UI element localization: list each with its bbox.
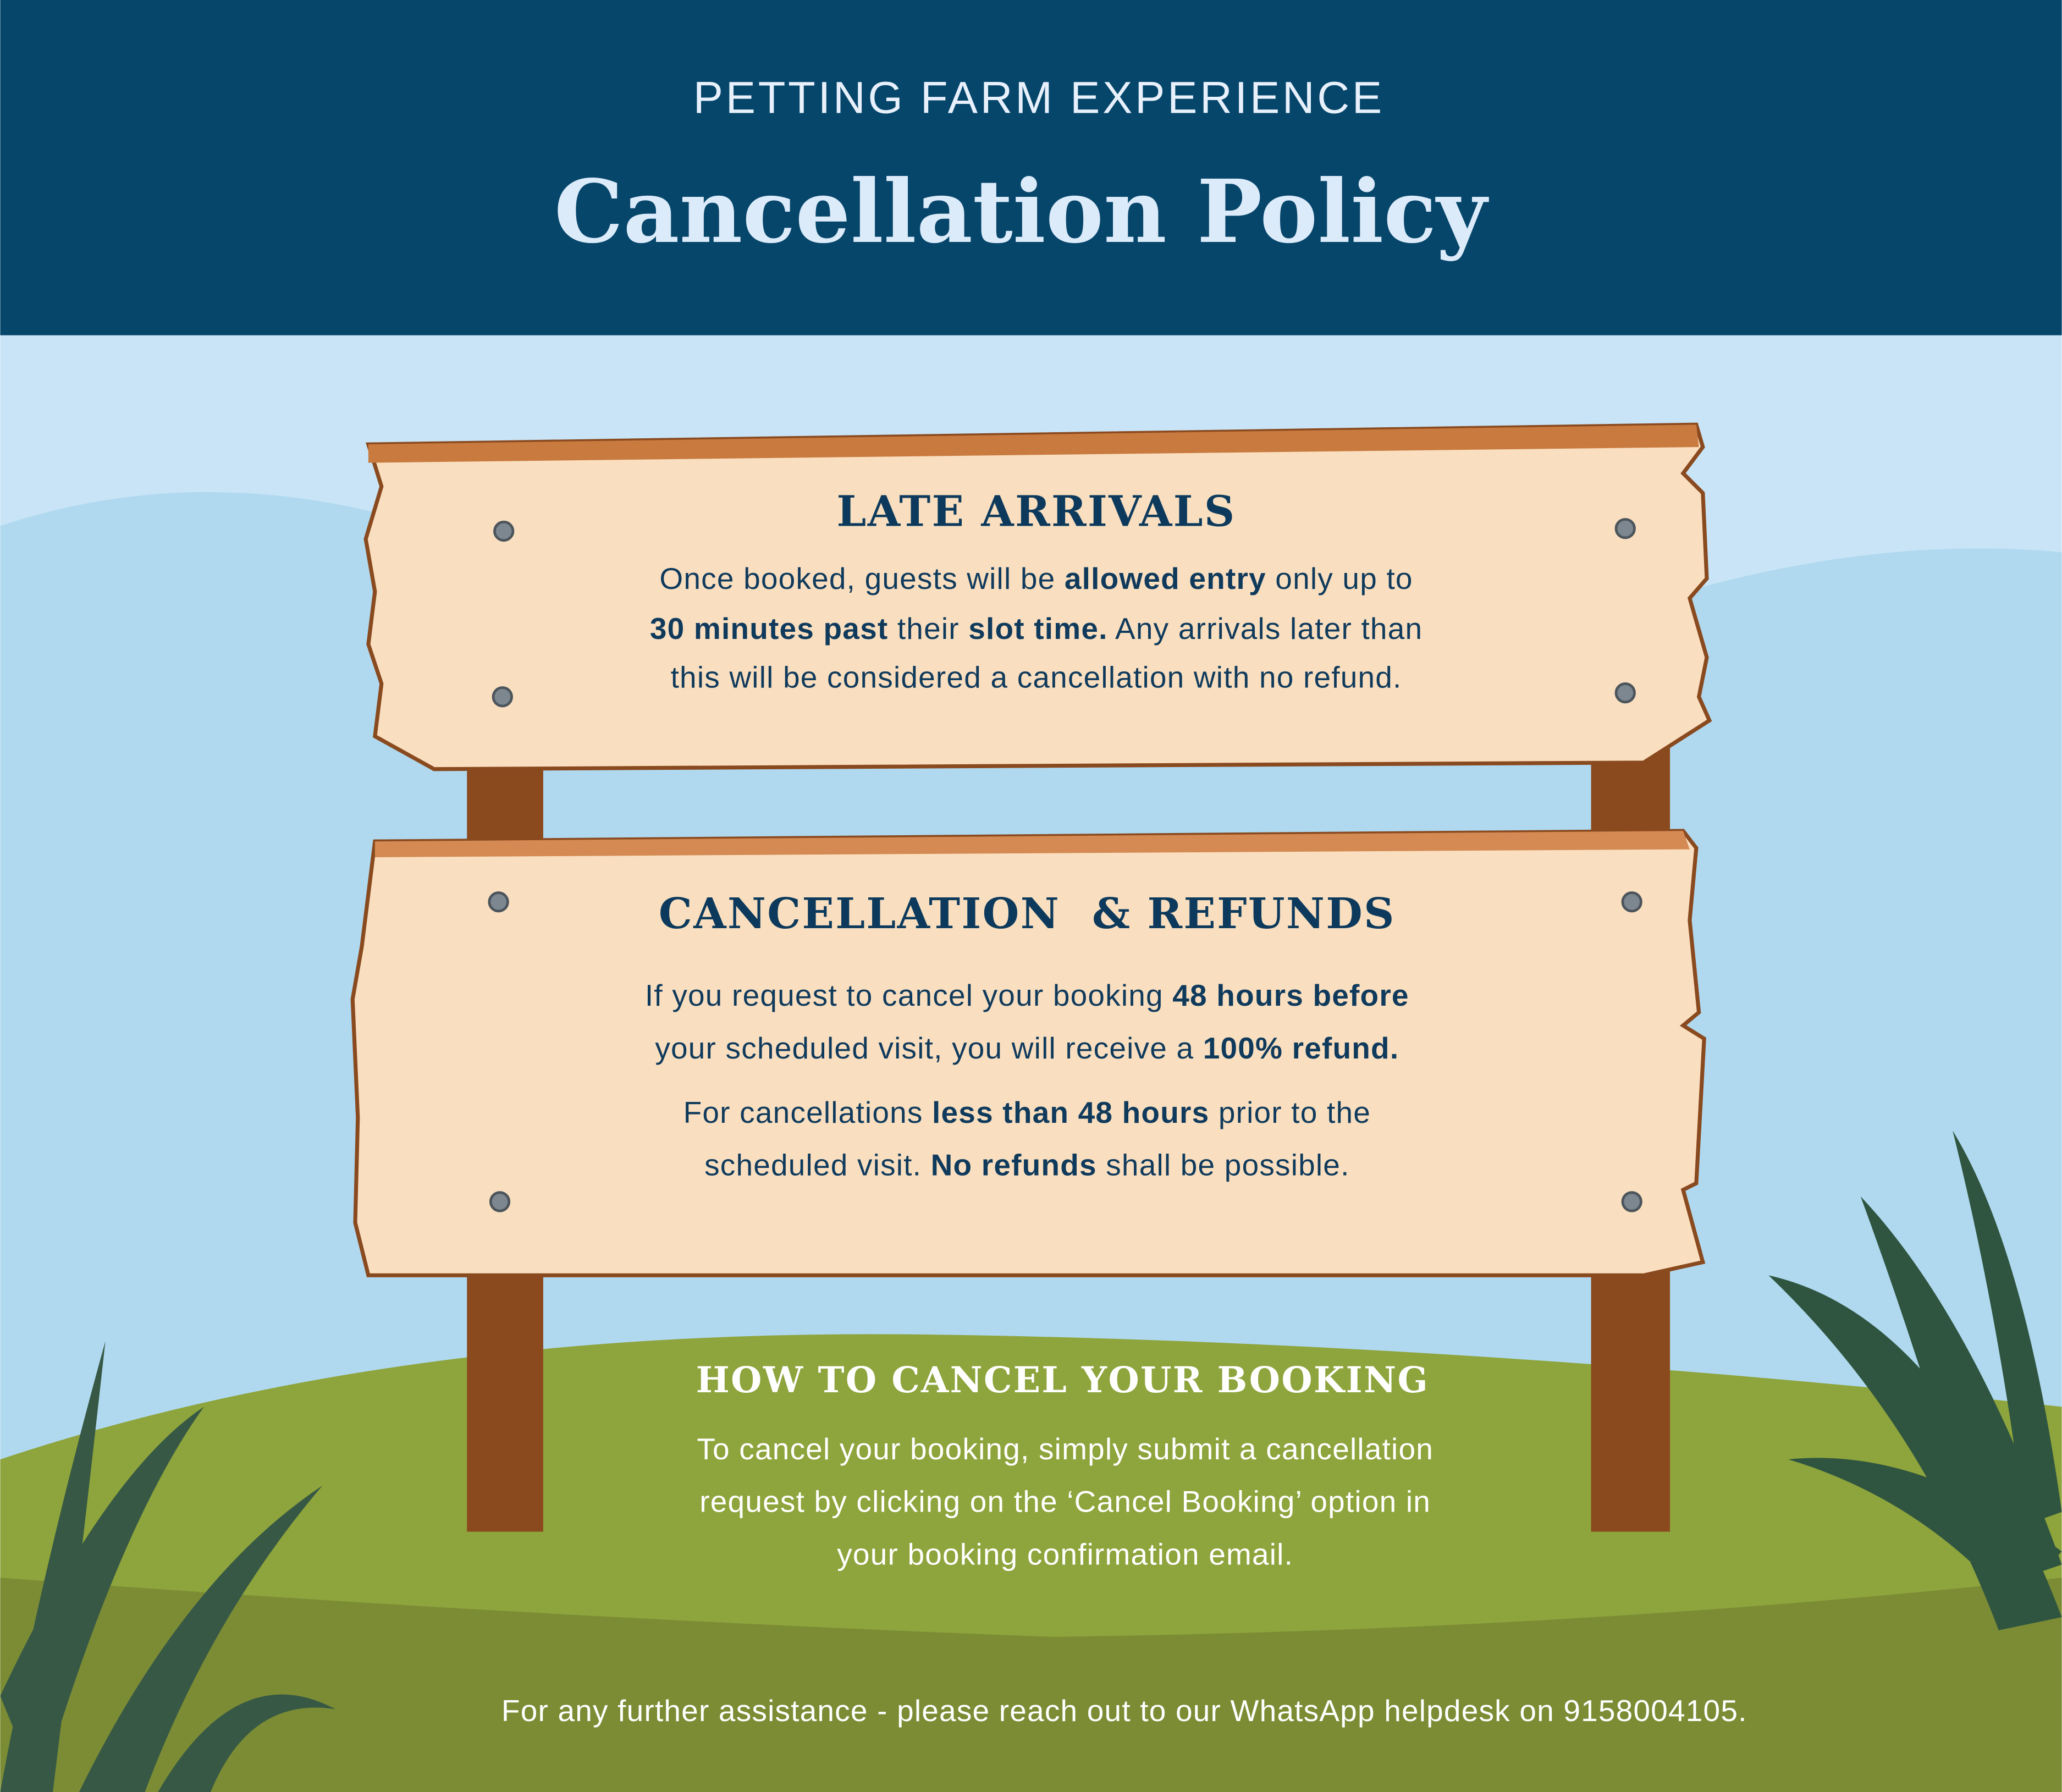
bold-text: less than 48 hours: [932, 1095, 1209, 1129]
text-run: only up to: [1266, 561, 1413, 596]
text-run: Once booked, guests will be: [659, 561, 1064, 596]
text-run: prior to the: [1209, 1095, 1371, 1129]
body-line: your scheduled visit, you will receive a…: [655, 1031, 1399, 1065]
text-run: To cancel your booking, simply submit a …: [697, 1432, 1434, 1466]
sign-edge: [368, 424, 1699, 463]
text-run: this will be considered a cancellation w…: [671, 660, 1402, 694]
bold-text: 100% refund.: [1203, 1031, 1399, 1065]
text-run: Any arrivals later than: [1108, 611, 1423, 646]
ground: [0, 1578, 2062, 1792]
section-heading: HOW TO CANCEL YOUR BOOKING: [696, 1359, 1429, 1401]
section-heading: CANCELLATION & REFUNDS: [659, 889, 1396, 939]
bold-text: allowed entry: [1065, 561, 1266, 596]
body-line: To cancel your booking, simply submit a …: [697, 1432, 1434, 1466]
text-run: request by clicking on the ‘Cancel Booki…: [699, 1485, 1431, 1519]
leaves-left: [0, 1341, 336, 1792]
text-run: shall be possible.: [1097, 1148, 1350, 1182]
title: Cancellation Policy: [554, 161, 1490, 263]
bold-text: 30 minutes past: [650, 611, 889, 646]
body-line: scheduled visit. No refunds shall be pos…: [704, 1148, 1350, 1182]
sign-edge: [374, 831, 1690, 857]
body-line: 30 minutes past their slot time. Any arr…: [650, 611, 1423, 646]
text-run: their: [888, 611, 968, 646]
section-heading: LATE ARRIVALS: [837, 487, 1236, 536]
bold-text: No refunds: [931, 1148, 1097, 1182]
leaves-right: [1768, 1131, 2062, 1630]
text-run: scheduled visit.: [704, 1148, 931, 1182]
body-line: this will be considered a cancellation w…: [671, 660, 1402, 694]
header-band: [0, 0, 2062, 335]
text-run: your scheduled visit, you will receive a: [655, 1031, 1203, 1065]
body-line: Once booked, guests will be allowed entr…: [659, 561, 1413, 596]
body-line: If you request to cancel your booking 48…: [645, 978, 1409, 1012]
footer: For any further assistance - please reac…: [501, 1694, 1747, 1728]
body-line: For cancellations less than 48 hours pri…: [683, 1095, 1371, 1129]
bold-text: slot time.: [968, 611, 1107, 646]
text-run: If you request to cancel your booking: [645, 978, 1172, 1012]
bold-text: 48 hours before: [1172, 978, 1409, 1012]
subtitle: PETTING FARM EXPERIENCE: [693, 73, 1385, 123]
text-run: For cancellations: [683, 1095, 932, 1129]
text-run: your booking confirmation email.: [837, 1537, 1293, 1571]
sign-board: [363, 422, 1712, 771]
body-line: your booking confirmation email.: [837, 1537, 1293, 1571]
nails: [488, 518, 1642, 1212]
sign-board: [350, 829, 1706, 1277]
body-line: request by clicking on the ‘Cancel Booki…: [699, 1485, 1431, 1519]
